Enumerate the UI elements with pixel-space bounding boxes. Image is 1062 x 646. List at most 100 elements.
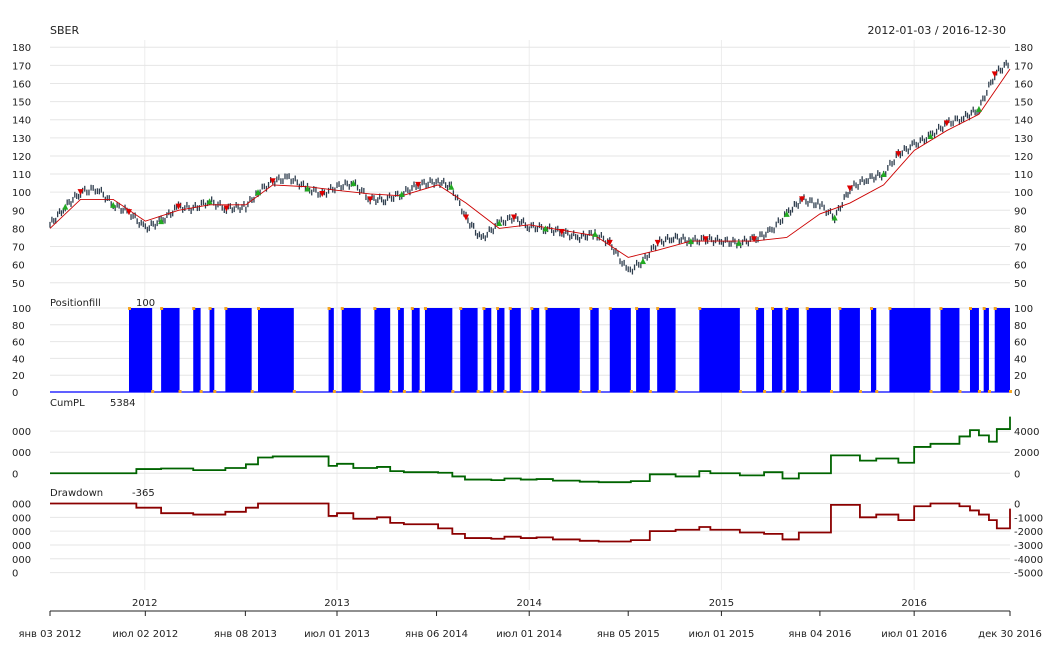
positionfill-bar xyxy=(786,308,799,392)
sell-marker xyxy=(702,236,709,243)
buy-marker xyxy=(735,239,742,246)
price-y-tick-right: 70 xyxy=(1014,243,1027,254)
positionfill-entry-marker xyxy=(496,307,500,310)
cumpl-y-tick-right: 0 xyxy=(1014,469,1020,480)
positionfill-entry-marker xyxy=(785,307,789,310)
price-y-tick-right: 80 xyxy=(1014,224,1027,235)
price-y-tick-right: 120 xyxy=(1014,152,1033,163)
positionfill-exit-marker xyxy=(418,390,422,393)
cumpl-y-tick-left: 0 xyxy=(12,469,18,480)
positionfill-exit-marker xyxy=(151,390,155,393)
x-tick-label: июл 01 2014 xyxy=(496,629,562,640)
positionfill-y-tick-left: 40 xyxy=(12,354,25,365)
positionfill-exit-marker xyxy=(629,390,633,393)
positionfill-exit-marker xyxy=(213,390,217,393)
drawdown-y-tick-left: 000 xyxy=(12,527,31,538)
x-tick-label: июл 01 2016 xyxy=(881,629,947,640)
positionfill-entry-marker xyxy=(208,307,212,310)
positionfill-bar xyxy=(460,308,478,392)
positionfill-bar xyxy=(374,308,391,392)
buy-marker xyxy=(62,203,69,210)
sell-marker xyxy=(319,190,326,197)
sell-marker xyxy=(846,185,853,192)
drawdown-y-tick-right: -1000 xyxy=(1014,513,1043,524)
sell-marker xyxy=(654,239,661,246)
positionfill-bar xyxy=(531,308,540,392)
positionfill-exit-marker xyxy=(977,390,981,393)
positionfill-bar xyxy=(771,308,783,392)
positionfill-bar xyxy=(341,308,361,392)
positionfill-y-tick-left: 0 xyxy=(12,388,18,399)
chart-date-range: 2012-01-03 / 2016-12-30 xyxy=(867,24,1006,37)
cumpl-last-value: 5384 xyxy=(110,398,135,409)
positionfill-entry-marker xyxy=(770,307,774,310)
cumpl-y-tick-right: 2000 xyxy=(1014,448,1039,459)
positionfill-y-tick-right: 20 xyxy=(1014,371,1027,382)
sell-marker xyxy=(415,181,422,188)
positionfill-entry-marker xyxy=(635,307,639,310)
positionfill-bar xyxy=(590,308,599,392)
drawdown-y-tick-left: 000 xyxy=(12,541,31,552)
positionfill-entry-marker xyxy=(224,307,228,310)
drawdown-y-tick-right: -3000 xyxy=(1014,541,1043,552)
buy-marker xyxy=(975,105,982,112)
positionfill-entry-marker xyxy=(192,307,196,310)
x-tick-label: янв 04 2016 xyxy=(788,629,851,640)
positionfill-entry-marker xyxy=(982,307,986,310)
cumpl-y-tick-left: 000 xyxy=(12,427,31,438)
positionfill-exit-marker xyxy=(578,390,582,393)
positionfill-bar xyxy=(328,308,334,392)
sell-marker xyxy=(510,214,517,221)
cumpl-line xyxy=(50,416,1011,484)
positionfill-entry-marker xyxy=(698,307,702,310)
positionfill-entry-marker xyxy=(544,307,548,310)
price-y-tick-left: 170 xyxy=(12,61,31,72)
positionfill-bar xyxy=(509,308,521,392)
positionfill-exit-marker xyxy=(597,390,601,393)
positionfill-exit-marker xyxy=(402,390,406,393)
price-y-tick-left: 50 xyxy=(12,279,25,290)
positionfill-entry-marker xyxy=(340,307,344,310)
x-tick-label: дек 30 2016 xyxy=(978,629,1042,640)
positionfill-exit-marker xyxy=(738,390,742,393)
price-y-tick-right: 160 xyxy=(1014,79,1033,90)
positionfill-entry-marker xyxy=(410,307,414,310)
price-y-tick-right: 60 xyxy=(1014,261,1027,272)
positionfill-y-tick-right: 80 xyxy=(1014,321,1027,332)
positionfill-entry-marker xyxy=(888,307,892,310)
price-y-tick-left: 100 xyxy=(12,188,31,199)
positionfill-entry-marker xyxy=(459,307,463,310)
positionfill-bar xyxy=(497,308,505,392)
sell-marker xyxy=(895,151,902,158)
positionfill-bar xyxy=(699,308,740,392)
positionfill-bar xyxy=(424,308,453,392)
price-y-tick-left: 120 xyxy=(12,152,31,163)
sell-marker xyxy=(367,196,374,203)
buy-marker xyxy=(687,238,694,245)
sell-marker xyxy=(991,71,998,78)
drawdown-y-tick-left: 0 xyxy=(12,569,18,580)
x-year-label: 2014 xyxy=(516,598,541,609)
drawdown-line xyxy=(50,502,1011,543)
sell-marker xyxy=(943,120,950,127)
positionfill-bar xyxy=(161,308,180,392)
positionfill-bar xyxy=(870,308,877,392)
price-y-tick-left: 180 xyxy=(12,43,31,54)
positionfill-exit-marker xyxy=(858,390,862,393)
x-tick-label: июл 01 2013 xyxy=(304,629,370,640)
price-y-tick-left: 130 xyxy=(12,134,31,145)
buy-marker xyxy=(448,183,455,190)
drawdown-y-tick-right: -2000 xyxy=(1014,527,1043,538)
buy-marker xyxy=(927,133,934,140)
positionfill-entry-marker xyxy=(869,307,873,310)
x-year-label: 2016 xyxy=(901,598,926,609)
positionfill-bar xyxy=(983,308,989,392)
positionfill-entry-marker xyxy=(482,307,486,310)
positionfill-bar xyxy=(994,308,1010,392)
drawdown-y-tick-left: 000 xyxy=(12,500,31,511)
positionfill-y-tick-right: 60 xyxy=(1014,338,1027,349)
positionfill-entry-marker xyxy=(993,307,997,310)
positionfill-bar xyxy=(128,308,153,392)
